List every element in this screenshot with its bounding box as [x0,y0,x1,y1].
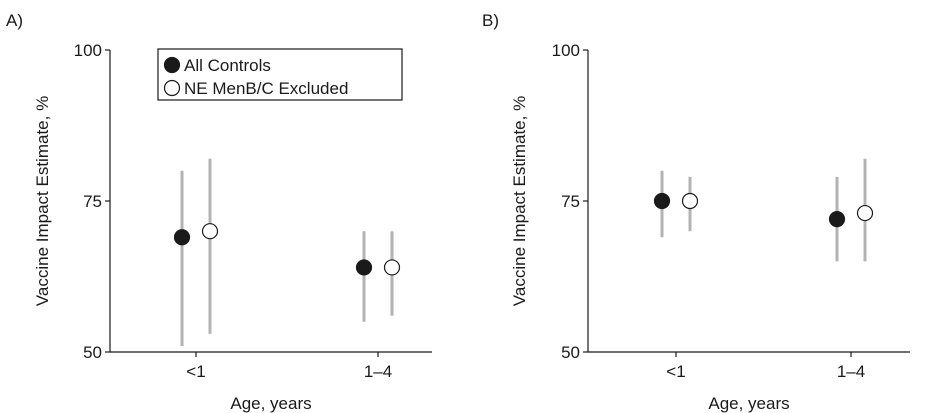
panel-a: A) Vaccine Impact Estimate, % Age, years… [6,11,432,413]
legend-marker-all-controls [163,56,181,74]
panel-a-y-tick-label: 75 [83,192,102,211]
legend-marker-ne-menbc-excluded [163,79,181,97]
legend-box [157,48,403,101]
panel-a-point-all-controls [355,259,373,276]
panel-b-point-all-controls [653,192,671,210]
panel-b-point-all-controls [828,211,846,228]
panel-a-label: A) [6,11,23,30]
panel-a-x-tick-label: 1–4 [364,362,392,381]
panel-a-x-axis-title: Age, years [230,394,311,413]
panel-b-point-ne-menbc-excluded [856,204,874,222]
panel-a-x-tick-label: <1 [186,362,205,381]
panel-b-y-tick-label: 50 [561,343,580,362]
panel-b-point-ne-menbc-excluded [681,192,699,210]
panel-a-y-axis-title: Vaccine Impact Estimate, % [33,96,52,306]
panel-b-label: B) [482,11,499,30]
panel-a-point-ne-menbc-excluded [383,259,401,276]
panel-b-y-axis-title: Vaccine Impact Estimate, % [510,96,529,306]
panel-b-plot-area: 50 75 100 <1 1–4 [552,41,910,381]
legend: All Controls NE MenB/C Excluded [157,48,403,101]
legend-label-ne-menbc-excluded: NE MenB/C Excluded [184,79,348,98]
panel-a-y-tick-label: 50 [83,343,102,362]
panel-b-x-tick-label: 1–4 [837,362,865,381]
panel-a-y-tick-label: 100 [74,41,102,60]
panel-b-x-tick-label: <1 [666,362,685,381]
panel-a-point-ne-menbc-excluded [201,223,219,240]
panel-b-x-axis-title: Age, years [708,394,789,413]
legend-label-all-controls: All Controls [184,56,271,75]
panel-b-y-tick-label: 100 [552,41,580,60]
panel-b-y-tick-label: 75 [561,192,580,211]
panel-a-point-all-controls [173,229,191,246]
panel-a-plot-area: 50 75 100 <1 1–4 [74,41,432,381]
panel-b: B) Vaccine Impact Estimate, % Age, years… [482,11,910,413]
